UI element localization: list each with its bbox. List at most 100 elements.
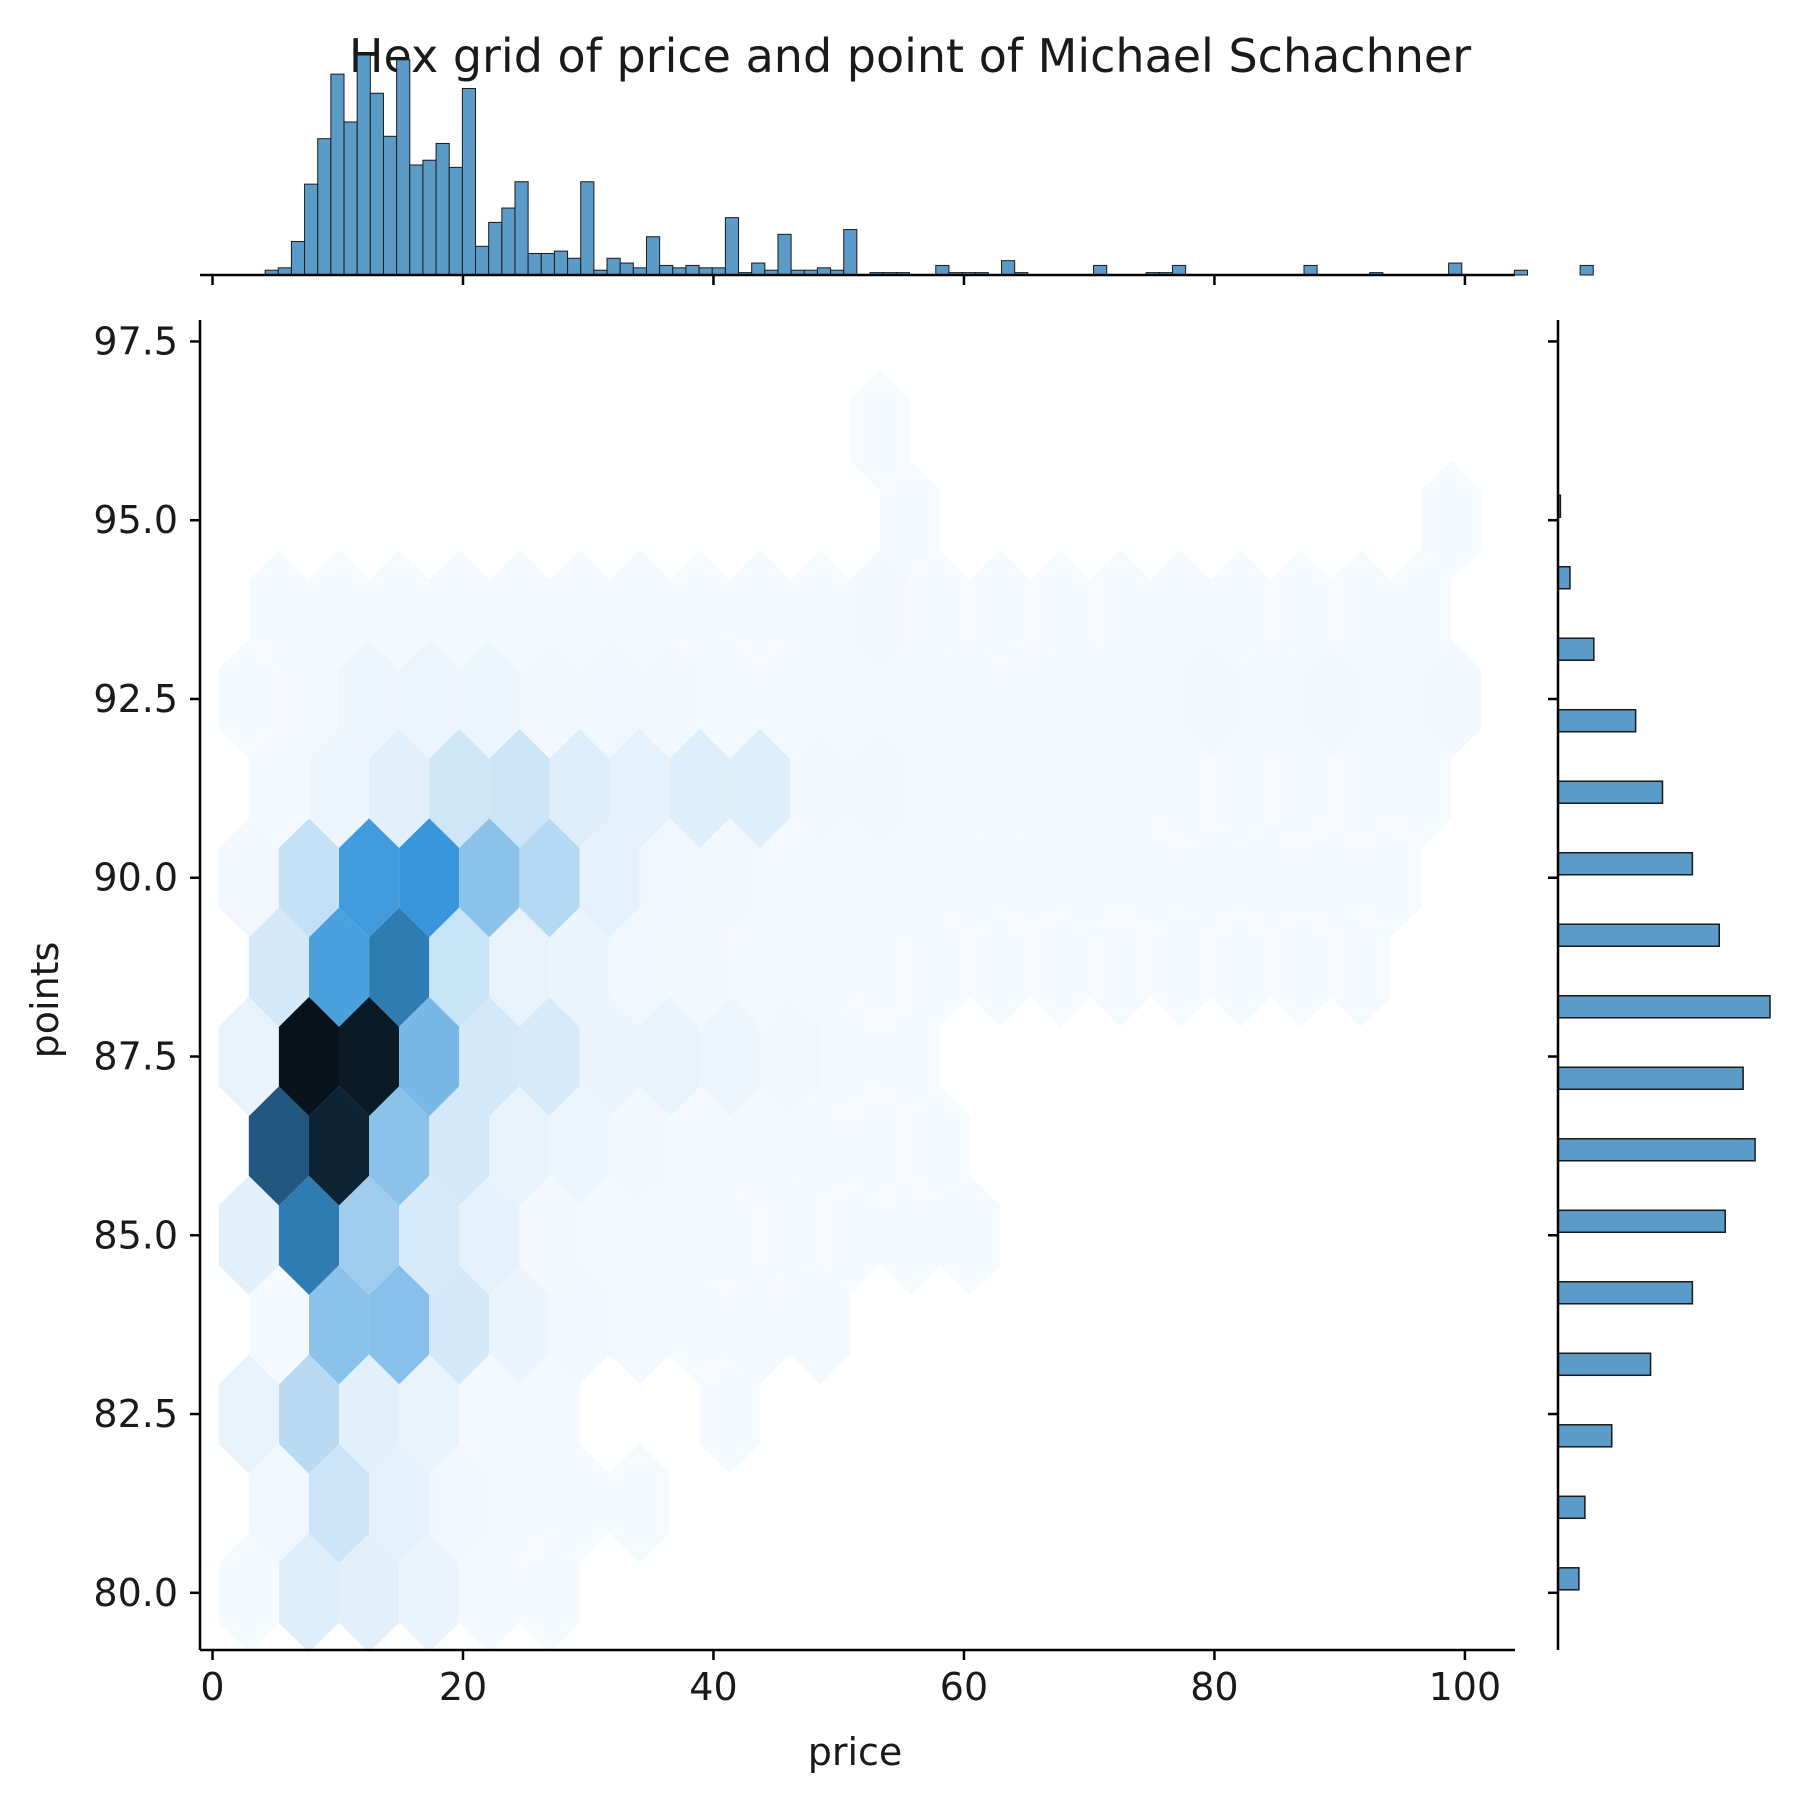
histogram-bar-x bbox=[540, 252, 555, 276]
hex-cell bbox=[639, 996, 700, 1117]
hex-cell bbox=[1421, 460, 1482, 580]
y-tick-label: 90.0 bbox=[93, 856, 178, 900]
hex-cell bbox=[1030, 907, 1091, 1027]
x-tick-label: 40 bbox=[689, 1665, 737, 1709]
hex-cell bbox=[759, 818, 820, 938]
histogram-bar-x bbox=[1448, 262, 1463, 276]
hex-cell bbox=[729, 728, 790, 848]
histogram-bar-x bbox=[382, 135, 398, 276]
hex-cell bbox=[1030, 728, 1091, 848]
histogram-bar-x bbox=[645, 236, 661, 276]
hex-cell bbox=[1330, 728, 1391, 848]
histogram-bar-x bbox=[409, 164, 424, 276]
hex-cell bbox=[459, 1533, 520, 1653]
hex-cell bbox=[1120, 818, 1181, 938]
hex-cell bbox=[549, 1443, 610, 1563]
histogram-bar-x bbox=[619, 262, 634, 276]
hex-cell bbox=[309, 550, 370, 670]
hex-cell bbox=[819, 639, 880, 759]
hex-cell bbox=[399, 996, 460, 1117]
hex-cell bbox=[669, 728, 730, 848]
hex-cell bbox=[369, 1086, 430, 1206]
hex-cell bbox=[910, 1086, 971, 1206]
hex-cell bbox=[519, 1354, 580, 1474]
hex-cell bbox=[248, 1086, 309, 1206]
hex-cell bbox=[850, 1086, 911, 1206]
hex-cell bbox=[1391, 550, 1452, 670]
hex-cell bbox=[429, 1443, 490, 1563]
hex-cell bbox=[248, 728, 309, 848]
hex-cell bbox=[489, 1443, 550, 1563]
hex-cell bbox=[1421, 639, 1482, 759]
hex-cell bbox=[970, 728, 1031, 848]
histogram-bar-x bbox=[356, 54, 371, 276]
hex-cell bbox=[699, 1354, 760, 1474]
hex-cell bbox=[759, 1175, 820, 1295]
hex-cell bbox=[1150, 728, 1211, 848]
hex-cell bbox=[459, 639, 520, 759]
hex-cell bbox=[549, 1265, 610, 1385]
histogram-bar-x bbox=[935, 264, 950, 276]
hex-cell bbox=[699, 1175, 760, 1295]
hex-cell bbox=[549, 1086, 610, 1206]
hex-cell bbox=[910, 550, 971, 670]
hex-cell bbox=[369, 1443, 430, 1563]
hex-cell bbox=[819, 1175, 880, 1295]
hex-cell bbox=[459, 996, 520, 1117]
histogram-bar-x bbox=[369, 92, 384, 276]
hex-cell bbox=[970, 907, 1031, 1027]
hex-cell bbox=[429, 1265, 490, 1385]
hex-cell bbox=[1210, 907, 1271, 1027]
hex-cell bbox=[429, 550, 490, 670]
histogram-bar-y bbox=[1557, 637, 1595, 661]
hex-cell bbox=[218, 1354, 279, 1474]
histogram-bar-x bbox=[777, 233, 792, 276]
hex-cell bbox=[940, 639, 1001, 759]
histogram-bar-x bbox=[1579, 264, 1594, 276]
hex-cell bbox=[339, 818, 400, 938]
hex-cell bbox=[789, 728, 850, 848]
hex-cell bbox=[399, 1533, 460, 1653]
y-tick-label: 87.5 bbox=[93, 1035, 178, 1079]
hex-cell bbox=[339, 639, 400, 759]
hex-cell bbox=[850, 371, 911, 491]
hex-cell bbox=[579, 639, 640, 759]
hex-cell bbox=[669, 907, 730, 1027]
hex-cell bbox=[669, 550, 730, 670]
histogram-bar-y bbox=[1557, 923, 1720, 947]
histogram-bar-y bbox=[1557, 1281, 1694, 1305]
histogram-bar-y bbox=[1557, 851, 1694, 876]
hex-cell bbox=[248, 907, 309, 1027]
hex-cell bbox=[309, 1265, 370, 1385]
histogram-bar-x bbox=[396, 59, 411, 276]
hex-cell bbox=[459, 1354, 520, 1474]
hex-cell bbox=[399, 639, 460, 759]
y-tick-label: 85.0 bbox=[93, 1213, 178, 1257]
histogram-bar-x bbox=[580, 181, 595, 276]
histogram-bar-x bbox=[475, 245, 490, 276]
hex-cell bbox=[759, 996, 820, 1117]
axes: 0 20 40 60 80 100 80.0 82.5 85.0 87.5 90.0 92.5 95.0… bbox=[93, 319, 1515, 1709]
histogram-bar-x bbox=[1303, 264, 1318, 276]
hex-cell bbox=[609, 1265, 670, 1385]
hex-cell bbox=[1240, 639, 1301, 759]
y-axis-label: points bbox=[23, 942, 67, 1059]
hex-cell bbox=[910, 907, 971, 1027]
hex-cell bbox=[729, 1086, 790, 1206]
histogram-bar-x bbox=[751, 262, 766, 276]
hex-cell bbox=[459, 818, 520, 938]
histogram-bar-x bbox=[488, 221, 503, 276]
hex-cell bbox=[1150, 550, 1211, 670]
hex-cell bbox=[519, 639, 580, 759]
hex-cell bbox=[850, 550, 911, 670]
hex-cell bbox=[850, 907, 911, 1027]
hex-cell bbox=[729, 550, 790, 670]
hex-cell bbox=[519, 818, 580, 938]
hex-cell bbox=[729, 907, 790, 1027]
hex-cell bbox=[1270, 728, 1331, 848]
hex-cell bbox=[669, 1086, 730, 1206]
x-tick-label: 60 bbox=[940, 1665, 988, 1709]
hex-cell bbox=[1030, 550, 1091, 670]
histogram-bar-x bbox=[606, 257, 621, 276]
marginal-x-histogram bbox=[200, 54, 1594, 285]
